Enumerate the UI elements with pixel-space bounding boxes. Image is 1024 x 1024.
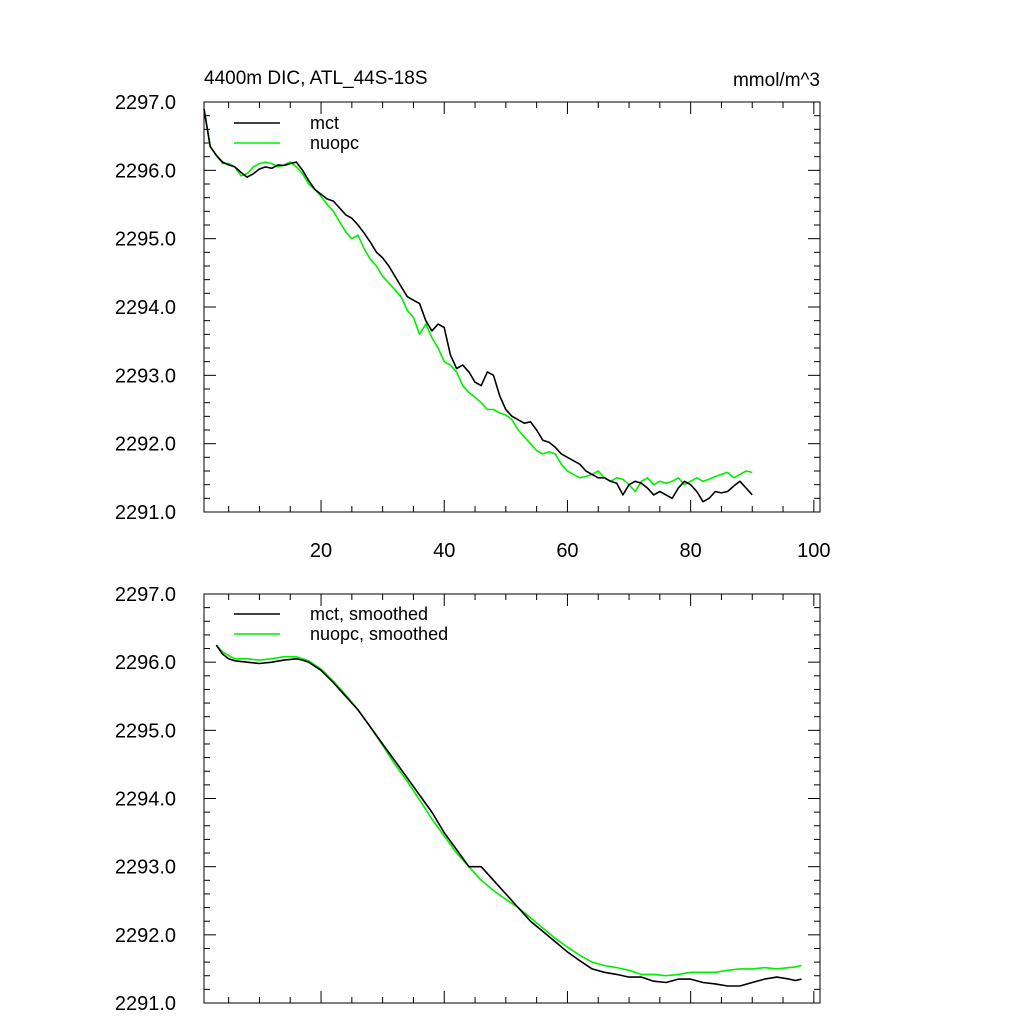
series-line-mct: [203, 108, 753, 503]
legend-label: mct: [310, 113, 339, 133]
legend-label: nuopc: [310, 133, 359, 153]
chart-title: 4400m DIC, ATL_44S-18S: [204, 68, 428, 89]
series-line-nuopc: [203, 108, 753, 493]
y-tick-label: 2291.0: [115, 993, 176, 1015]
x-tick-label: 80: [680, 540, 702, 562]
plot-frame: [203, 101, 821, 513]
y-tick-label: 2296.0: [115, 652, 176, 674]
units-label: mmol/m^3: [733, 70, 820, 91]
series-line-nuopc-smoothed: [215, 644, 802, 977]
y-tick-label: 2293.0: [115, 365, 176, 387]
y-tick-label: 2294.0: [115, 789, 176, 811]
legend-label: nuopc, smoothed: [310, 624, 448, 644]
x-tick-label: 20: [310, 540, 332, 562]
y-tick-label: 2294.0: [115, 297, 176, 319]
y-tick-label: 2291.0: [115, 502, 176, 524]
bottom-panel: 2291.0 2292.0 2293.0 2294.0 2295.0 2296.0 2297…: [115, 584, 821, 1015]
y-tick-label: 2295.0: [115, 229, 176, 251]
top-panel: 2291.0 2292.0 2293.0 2294.0 2295.0 2296.0 2297…: [115, 92, 831, 562]
legend-label: mct, smoothed: [310, 604, 428, 624]
x-tick-label: 100: [797, 540, 830, 562]
y-tick-label: 2297.0: [115, 92, 176, 114]
y-tick-label: 2295.0: [115, 720, 176, 742]
y-tick-label: 2297.0: [115, 584, 176, 606]
y-tick-label: 2296.0: [115, 160, 176, 182]
y-tick-label: 2293.0: [115, 857, 176, 879]
x-tick-label: 40: [433, 540, 455, 562]
series-line-mct-smoothed: [215, 644, 802, 987]
y-tick-label: 2292.0: [115, 925, 176, 947]
x-tick-label: 60: [556, 540, 578, 562]
y-tick-label: 2292.0: [115, 434, 176, 456]
plot-frame: [203, 593, 821, 1004]
